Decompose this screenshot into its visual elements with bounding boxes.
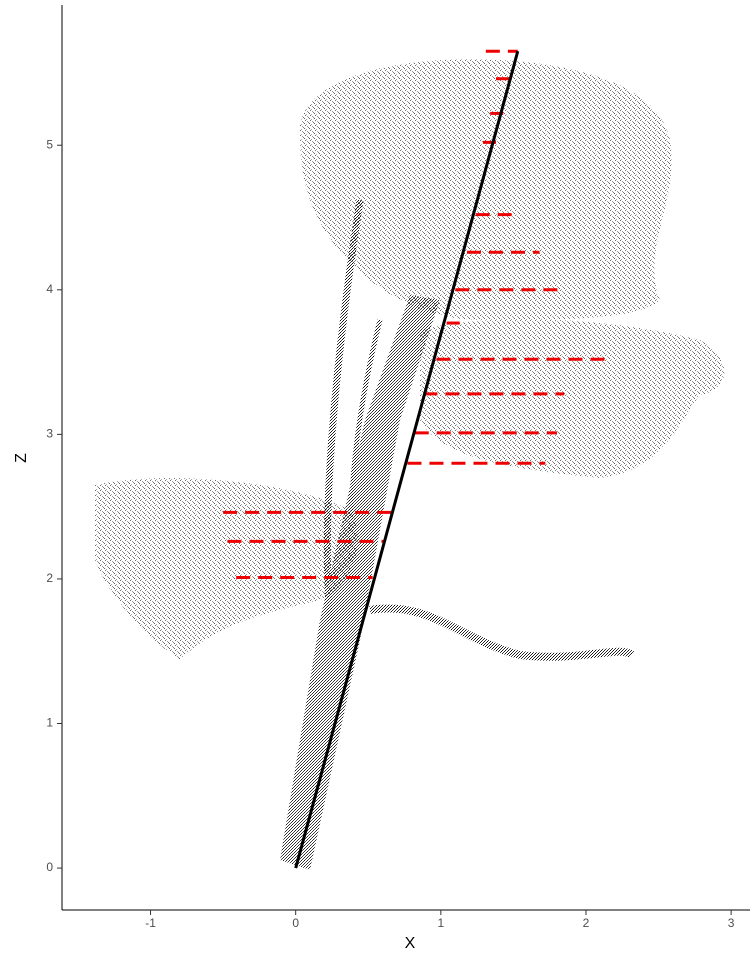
y-tick-label: 5 [46, 137, 53, 151]
y-tick-label: 4 [46, 282, 53, 296]
y-tick-label: 1 [46, 716, 53, 730]
y-axis-title: Z [13, 453, 30, 463]
x-tick-label: 0 [292, 916, 299, 930]
y-tick-label: 0 [46, 860, 53, 874]
x-tick-label: 3 [728, 916, 735, 930]
x-tick-label: 1 [437, 916, 444, 930]
x-tick-label: -1 [145, 916, 156, 930]
y-tick-label: 3 [46, 427, 53, 441]
y-tick-label: 2 [46, 571, 53, 585]
x-axis-title: X [405, 935, 416, 952]
x-tick-label: 2 [583, 916, 590, 930]
chart: X Z -1 0 1 2 3 0 1 2 3 4 5 [0, 0, 750, 958]
